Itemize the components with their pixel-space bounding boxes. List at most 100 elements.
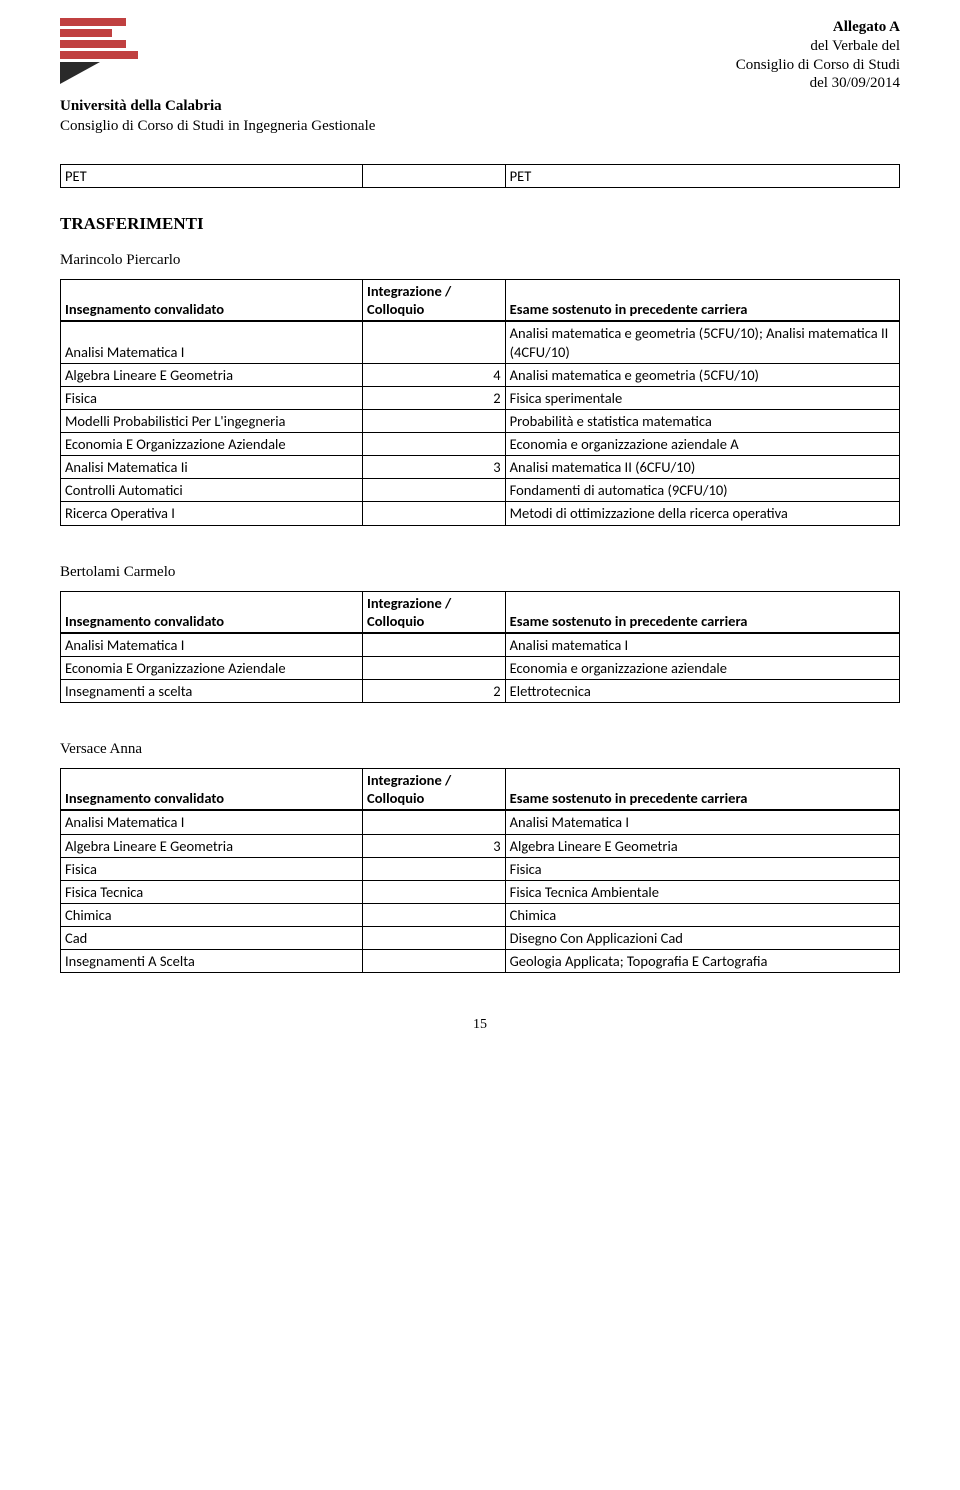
cell-esame: Disegno Con Applicazioni Cad xyxy=(505,927,899,950)
cell-insegnamento: Fisica xyxy=(61,857,363,880)
cell-integrazione xyxy=(363,479,506,502)
table-row: Analisi Matematica I Analisi Matematica I xyxy=(61,810,900,834)
cell-insegnamento: Fisica Tecnica xyxy=(61,880,363,903)
section-heading: TRASFERIMENTI xyxy=(60,214,900,234)
table-header-row: Insegnamento convalidatoIntegrazione /Co… xyxy=(61,591,900,633)
table-row: Insegnamenti A Scelta Geologia Applicata;… xyxy=(61,950,900,973)
cell-integrazione xyxy=(363,903,506,926)
cell-insegnamento: Ricerca Operativa I xyxy=(61,502,363,525)
cell-esame: Economia e organizzazione aziendale A xyxy=(505,433,899,456)
cell-integrazione xyxy=(363,433,506,456)
cell-integrazione: 3 xyxy=(363,456,506,479)
person-name: Versace Anna xyxy=(60,741,900,758)
cell-esame: Analisi Matematica I xyxy=(505,810,899,834)
col-header-integrazione: Integrazione /Colloquio xyxy=(363,591,506,633)
convalida-table: Insegnamento convalidatoIntegrazione /Co… xyxy=(60,768,900,973)
page-header: Allegato A del Verbale del Consiglio di … xyxy=(60,18,900,93)
cell-integrazione: 3 xyxy=(363,834,506,857)
logo-triangle xyxy=(60,62,100,84)
cell-integrazione xyxy=(363,633,506,657)
pet-right: PET xyxy=(505,165,899,188)
logo-bar xyxy=(60,40,126,48)
cell-esame: Analisi matematica e geometria (5CFU/10)… xyxy=(505,321,899,363)
logo-bars xyxy=(60,18,150,59)
col-header-insegnamento: Insegnamento convalidato xyxy=(61,280,363,322)
logo-bar xyxy=(60,29,112,37)
col-header-integrazione: Integrazione /Colloquio xyxy=(363,769,506,811)
cell-esame: Economia e organizzazione aziendale xyxy=(505,656,899,679)
cell-insegnamento: Fisica xyxy=(61,386,363,409)
convalida-table: Insegnamento convalidatoIntegrazione /Co… xyxy=(60,591,900,704)
table-header-row: Insegnamento convalidatoIntegrazione /Co… xyxy=(61,769,900,811)
table-row: Fisica2Fisica sperimentale xyxy=(61,386,900,409)
cell-integrazione xyxy=(363,857,506,880)
subheader-block: Università della Calabria Consiglio di C… xyxy=(60,97,900,136)
data-label: del 30/09/2014 xyxy=(736,74,900,93)
cell-esame: Chimica xyxy=(505,903,899,926)
cell-integrazione: 4 xyxy=(363,363,506,386)
cell-esame: Analisi matematica II (6CFU/10) xyxy=(505,456,899,479)
table-row: Analisi Matematica Ii3Analisi matematica… xyxy=(61,456,900,479)
university-logo xyxy=(60,18,150,93)
table-row: Algebra Lineare E Geometria3Algebra Line… xyxy=(61,834,900,857)
cell-esame: Probabilità e statistica matematica xyxy=(505,409,899,432)
cell-esame: Analisi matematica I xyxy=(505,633,899,657)
cell-esame: Metodi di ottimizzazione della ricerca o… xyxy=(505,502,899,525)
cell-integrazione xyxy=(363,927,506,950)
pet-left: PET xyxy=(61,165,363,188)
table-row: Analisi Matematica I Analisi matematica I xyxy=(61,633,900,657)
allegato-label: Allegato A xyxy=(736,18,900,37)
logo-bar xyxy=(60,18,126,26)
university-name: Università della Calabria xyxy=(60,97,900,117)
cell-integrazione xyxy=(363,950,506,973)
cell-esame: Algebra Lineare E Geometria xyxy=(505,834,899,857)
table-row: Chimica Chimica xyxy=(61,903,900,926)
cell-insegnamento: Economia E Organizzazione Aziendale xyxy=(61,433,363,456)
table-row: Fisica Fisica xyxy=(61,857,900,880)
pet-table: PET PET xyxy=(60,164,900,188)
cell-insegnamento: Insegnamenti A Scelta xyxy=(61,950,363,973)
cell-insegnamento: Chimica xyxy=(61,903,363,926)
cell-esame: Fisica Tecnica Ambientale xyxy=(505,880,899,903)
page-number: 15 xyxy=(60,1017,900,1033)
cell-insegnamento: Analisi Matematica I xyxy=(61,633,363,657)
col-header-esame: Esame sostenuto in precedente carriera xyxy=(505,280,899,322)
table-row: Analisi Matematica I Analisi matematica e… xyxy=(61,321,900,363)
logo-bar xyxy=(60,51,138,59)
table-header-row: Insegnamento convalidatoIntegrazione /Co… xyxy=(61,280,900,322)
cell-esame: Analisi matematica e geometria (5CFU/10) xyxy=(505,363,899,386)
cell-esame: Fondamenti di automatica (9CFU/10) xyxy=(505,479,899,502)
cell-esame: Fisica xyxy=(505,857,899,880)
table-row: Controlli Automatici Fondamenti di automa… xyxy=(61,479,900,502)
cell-integrazione: 2 xyxy=(363,386,506,409)
cell-integrazione xyxy=(363,502,506,525)
col-header-insegnamento: Insegnamento convalidato xyxy=(61,769,363,811)
header-right-block: Allegato A del Verbale del Consiglio di … xyxy=(736,18,900,93)
person-name: Marincolo Piercarlo xyxy=(60,252,900,269)
cell-insegnamento: Cad xyxy=(61,927,363,950)
course-name: Consiglio di Corso di Studi in Ingegneri… xyxy=(60,117,900,137)
convalida-table: Insegnamento convalidatoIntegrazione /Co… xyxy=(60,279,900,525)
table-row: Ricerca Operativa I Metodi di ottimizzazi… xyxy=(61,502,900,525)
cell-insegnamento: Insegnamenti a scelta xyxy=(61,680,363,703)
cell-insegnamento: Algebra Lineare E Geometria xyxy=(61,834,363,857)
cell-integrazione xyxy=(363,880,506,903)
table-row: Modelli Probabilistici Per L'ingegneria P… xyxy=(61,409,900,432)
persons-container: Marincolo Piercarlo Insegnamento convalid… xyxy=(60,252,900,1011)
table-row: Fisica Tecnica Fisica Tecnica Ambientale xyxy=(61,880,900,903)
cell-integrazione: 2 xyxy=(363,680,506,703)
verbale-label: del Verbale del xyxy=(736,37,900,56)
cell-integrazione xyxy=(363,656,506,679)
cell-insegnamento: Modelli Probabilistici Per L'ingegneria xyxy=(61,409,363,432)
table-row: Insegnamenti a scelta2Elettrotecnica xyxy=(61,680,900,703)
cell-integrazione xyxy=(363,409,506,432)
pet-mid xyxy=(363,165,506,188)
cell-insegnamento: Analisi Matematica I xyxy=(61,810,363,834)
cell-integrazione xyxy=(363,321,506,363)
cell-esame: Geologia Applicata; Topografia E Cartogr… xyxy=(505,950,899,973)
cell-insegnamento: Analisi Matematica I xyxy=(61,321,363,363)
table-row: Algebra Lineare E Geometria4Analisi mate… xyxy=(61,363,900,386)
cell-insegnamento: Controlli Automatici xyxy=(61,479,363,502)
cell-integrazione xyxy=(363,810,506,834)
col-header-esame: Esame sostenuto in precedente carriera xyxy=(505,769,899,811)
